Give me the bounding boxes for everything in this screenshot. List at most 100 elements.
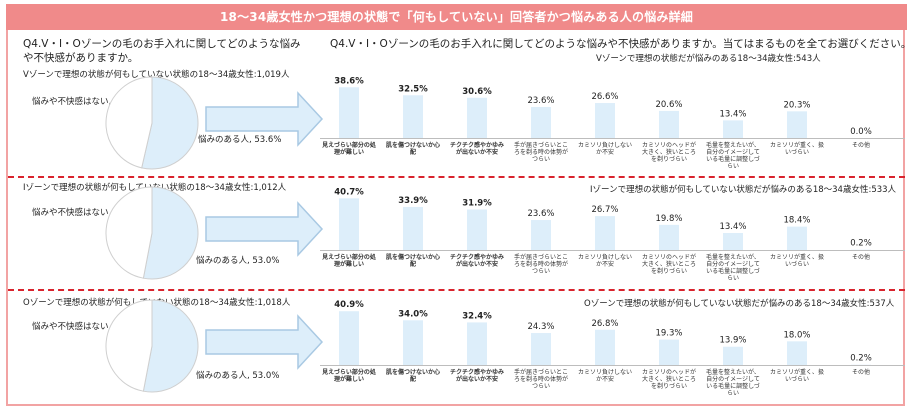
bar-v-7 — [723, 120, 743, 138]
pie-label-no-concern-v: 悩みや不快感はない, 46.4% — [32, 97, 141, 107]
category-label-v-4: 手が届きづらいところを剃る時の体勢がつらい — [514, 141, 568, 163]
category-label-v-1: 見えづらい部分の処理が難しい — [321, 141, 377, 156]
bar-v-3 — [467, 97, 487, 138]
category-label-o-7: 毛量を整えたいが、自分のイメージしている毛量に調整しづらい — [706, 368, 760, 397]
bar-o-4 — [531, 333, 551, 365]
bar-v-5 — [595, 103, 615, 138]
bar-v-6 — [659, 110, 679, 138]
bar-i-3 — [467, 209, 487, 250]
pie-slice-o-no-concern — [105, 299, 153, 392]
bar-label-o-6: 19.3% — [655, 329, 682, 339]
arrow-o-zone — [205, 314, 324, 370]
bar-label-o-7: 13.9% — [719, 336, 746, 346]
category-label-v-3: チクチク感やかゆみが出ないか不安 — [450, 141, 504, 156]
bar-label-v-6: 20.6% — [655, 100, 682, 110]
bar-label-v-8: 20.3% — [783, 100, 810, 110]
bar-o-9 — [851, 364, 871, 366]
bar-i-8 — [787, 226, 807, 250]
pie-slice-v-no-concern — [105, 76, 153, 169]
bar-i-5 — [595, 216, 615, 250]
bar-v-1 — [339, 87, 359, 138]
pie-slice-i-concern — [142, 186, 199, 280]
section-divider-i-o — [8, 289, 905, 291]
category-label-v-7: 毛量を整えたいが、自分のイメージしている毛量に調整しづらい — [706, 141, 760, 170]
category-label-o-2: 肌を傷つけないか心配 — [385, 368, 440, 383]
bar-o-1 — [339, 311, 359, 365]
category-label-i-8: カミソリが重く、扱いづらい — [770, 253, 824, 268]
category-label-v-6: カミソリのヘッドが大きく、狭いところを剃りづらい — [642, 141, 696, 163]
pie-label-no-concern-o: 悩みや不快感はない, 47.0% — [32, 322, 141, 332]
bar-v-2 — [403, 95, 423, 138]
category-label-o-4: 手が届きづらいところを剃る時の体勢がつらい — [514, 368, 568, 390]
title-bar: 18～34歳女性かつ理想の状態で「何もしていない」回答者かつ悩みある人の悩み詳細 — [6, 4, 907, 30]
pie-label-concern-v: 悩みのある人, 53.6% — [198, 135, 282, 145]
category-label-i-1: 見えづらい部分の処理が難しい — [321, 253, 377, 268]
bar-label-v-5: 26.6% — [591, 92, 618, 102]
bar-label-o-3: 32.4% — [462, 311, 492, 321]
bar-o-8 — [787, 341, 807, 365]
category-labels-o: 見えづらい部分の処理が難しい肌を傷つけないか心配チクチク感やかゆみが出ないか不安… — [321, 368, 870, 397]
category-label-i-7: 毛量を整えたいが、自分のイメージしている毛量に調整しづらい — [706, 253, 760, 282]
pie-label-concern-o: 悩みのある人, 53.0% — [196, 371, 280, 381]
bar-label-i-4: 23.6% — [527, 209, 554, 219]
left-question: Q4.V・I・Oゾーンの毛のお手入れに関してどのような悩みや不快感がありますか。 — [23, 38, 301, 64]
category-label-o-3: チクチク感やかゆみが出ないか不安 — [450, 368, 504, 383]
content-frame — [6, 30, 905, 406]
category-label-o-6: カミソリのヘッドが大きく、狭いところを剃りづらい — [642, 368, 696, 390]
bar-label-v-3: 30.6% — [462, 87, 492, 97]
category-label-i-9: その他 — [852, 253, 870, 261]
bar-i-1 — [339, 198, 359, 250]
bar-v-4 — [531, 106, 551, 138]
category-label-i-3: チクチク感やかゆみが出ないか不安 — [450, 253, 504, 268]
bar-label-i-5: 26.7% — [591, 205, 618, 215]
page-title: 18～34歳女性かつ理想の状態で「何もしていない」回答者かつ悩みある人の悩み詳細 — [219, 10, 694, 24]
bar-label-i-8: 18.4% — [783, 216, 810, 226]
category-labels-i: 見えづらい部分の処理が難しい肌を傷つけないか心配チクチク感やかゆみが出ないか不安… — [321, 253, 870, 282]
bar-label-v-2: 32.5% — [398, 84, 428, 94]
bar-i-6 — [659, 224, 679, 250]
bar-label-o-2: 34.0% — [398, 309, 428, 319]
bar-label-i-7: 13.4% — [719, 222, 746, 232]
bar-label-i-6: 19.8% — [655, 214, 682, 224]
pie-label-concern-i: 悩みのある人, 53.0% — [196, 256, 280, 266]
category-label-o-9: その他 — [852, 368, 870, 376]
bar-v-8 — [787, 111, 807, 138]
pie-slice-o-concern — [142, 299, 199, 393]
bar-label-o-8: 18.0% — [783, 330, 810, 340]
pie-slice-i-no-concern — [105, 186, 153, 279]
arrow-i-zone — [205, 201, 324, 257]
category-label-i-2: 肌を傷つけないか心配 — [385, 253, 440, 268]
category-label-v-2: 肌を傷つけないか心配 — [385, 141, 440, 156]
bar-label-v-1: 38.6% — [334, 76, 364, 86]
bar-label-v-9: 0.0% — [850, 127, 872, 137]
bar-title-o-zone: Oゾーンで理想の状態が何もしていない状態だが悩みのある18～34歳女性:537人 — [584, 299, 895, 309]
bar-label-i-1: 40.7% — [334, 187, 364, 197]
bar-label-o-1: 40.9% — [334, 300, 364, 310]
pie-label-no-concern-i: 悩みや不快感はない, 47.0% — [32, 208, 141, 218]
bar-label-o-9: 0.2% — [850, 354, 872, 364]
bar-o-6 — [659, 339, 679, 365]
bar-label-v-4: 23.6% — [527, 96, 554, 106]
category-label-o-5: カミソリ負けしないか不安 — [578, 368, 632, 383]
category-label-o-8: カミソリが重く、扱いづらい — [770, 368, 824, 383]
bar-label-o-4: 24.3% — [527, 322, 554, 332]
arrow-v-zone — [205, 91, 324, 147]
section-divider-v-i — [8, 176, 905, 178]
category-label-i-6: カミソリのヘッドが大きく、狭いところを剃りづらい — [642, 253, 696, 275]
bar-i-2 — [403, 206, 423, 250]
category-label-v-9: その他 — [852, 141, 870, 149]
pie-slice-v-concern — [141, 76, 199, 170]
bar-label-v-7: 13.4% — [719, 109, 746, 119]
category-labels-v: 見えづらい部分の処理が難しい肌を傷つけないか心配チクチク感やかゆみが出ないか不安… — [321, 141, 870, 170]
bar-label-i-9: 0.2% — [850, 239, 872, 249]
bar-o-5 — [595, 329, 615, 365]
bar-label-o-5: 26.8% — [591, 319, 618, 329]
bar-o-2 — [403, 320, 423, 365]
category-label-i-5: カミソリ負けしないか不安 — [578, 253, 632, 268]
category-label-i-4: 手が届きづらいところを剃る時の体勢がつらい — [514, 253, 568, 275]
bar-i-4 — [531, 220, 551, 250]
pie-title-v-zone: Vゾーンで理想の状態が何もしていない状態の18～34歳女性:1,019人 — [23, 70, 290, 80]
category-label-v-8: カミソリが重く、扱いづらい — [770, 141, 824, 156]
